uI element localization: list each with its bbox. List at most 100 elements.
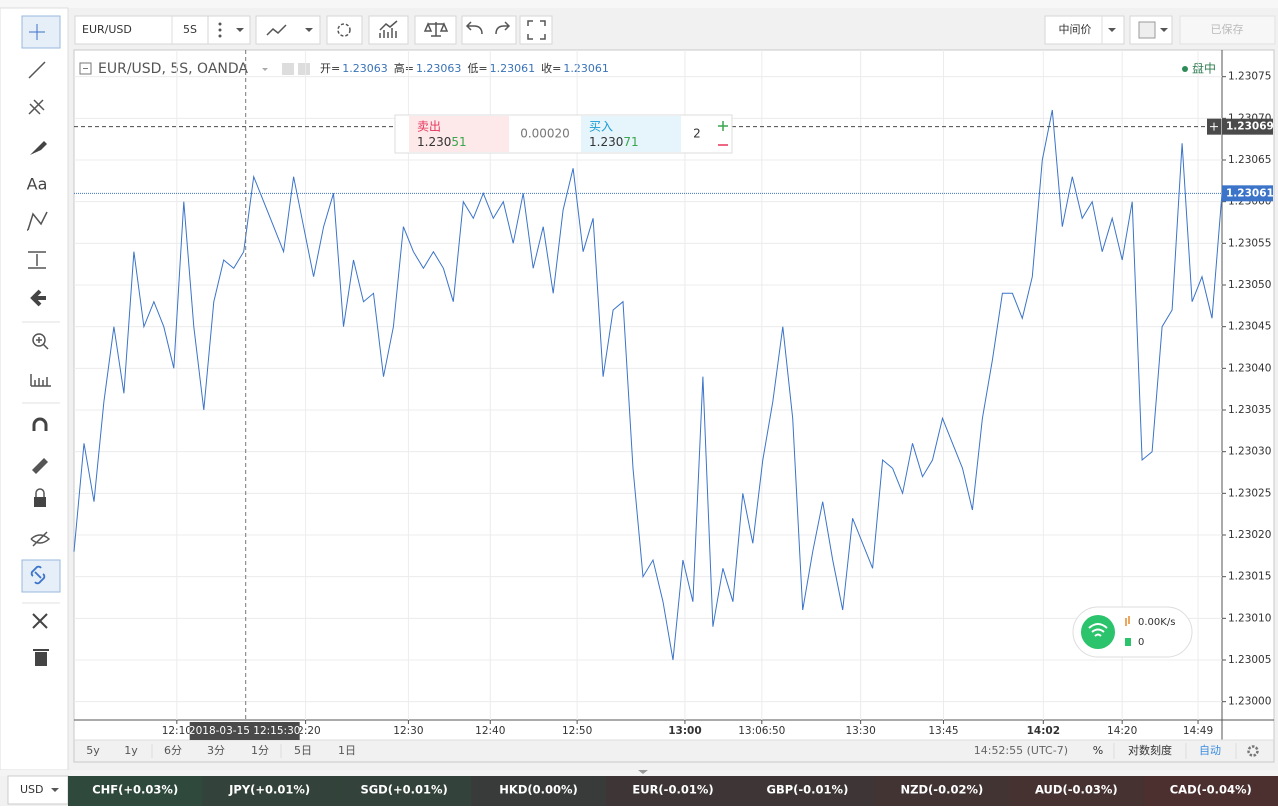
plus xyxy=(1210,122,1218,131)
range-button[interactable]: 5日 xyxy=(294,744,312,757)
price-tag-label: 1.23061 xyxy=(1226,187,1274,199)
range-button[interactable]: 3分 xyxy=(207,744,225,757)
y-tick-label: 1.23045 xyxy=(1228,321,1271,333)
ticker[interactable]: JPY(+0.01%) xyxy=(228,783,310,797)
x-tick-label: 13:00 xyxy=(668,725,701,737)
eye-button[interactable] xyxy=(282,63,294,75)
wifi-badge xyxy=(1081,615,1115,649)
ticker-cell xyxy=(68,776,204,806)
ohlc-value: 1.23063 xyxy=(342,62,388,75)
ohlc-value: 1.23061 xyxy=(490,62,536,75)
log-toggle[interactable]: 对数刻度 xyxy=(1128,743,1172,757)
indicators-button[interactable] xyxy=(368,15,409,45)
dropdown-arrow xyxy=(1108,28,1116,32)
quantity[interactable]: 2 xyxy=(693,127,701,141)
brush-icon[interactable] xyxy=(30,141,47,155)
price-line xyxy=(73,109,1223,661)
buy-button[interactable] xyxy=(581,116,681,152)
zoom-icon-parts xyxy=(36,337,49,350)
x-tick-label: 12:50 xyxy=(562,725,592,737)
balance-icon xyxy=(423,22,449,37)
ticker[interactable]: CAD(-0.04%) xyxy=(1170,783,1252,797)
compare-button[interactable] xyxy=(414,15,457,45)
ruler-icon[interactable] xyxy=(30,374,51,387)
range-button[interactable]: 1y xyxy=(124,744,138,757)
pencil-icon[interactable] xyxy=(32,458,48,474)
symbol-box[interactable] xyxy=(74,15,209,45)
save-button[interactable] xyxy=(1179,15,1276,45)
sell-price: 1.23051 xyxy=(417,135,467,149)
ticker-cell xyxy=(1009,776,1145,806)
interval[interactable]: 5S xyxy=(183,23,197,36)
trash-lid xyxy=(33,649,49,651)
measure-icon[interactable] xyxy=(28,251,46,269)
percent-toggle[interactable]: % xyxy=(1093,744,1103,757)
ticker[interactable]: CHF(+0.03%) xyxy=(92,783,178,797)
dot xyxy=(218,28,222,32)
currency: USD xyxy=(20,783,44,796)
ohlc: 开= 1.23063 高= 1.23063 低= 1.23061 收= 1.23061 xyxy=(320,61,609,75)
lock-shackle xyxy=(35,488,45,497)
zoom-icon[interactable] xyxy=(32,333,46,347)
settings-mini[interactable] xyxy=(298,63,310,75)
ohlc-value: 1.23063 xyxy=(416,62,462,75)
ticker[interactable]: EUR(-0.01%) xyxy=(632,783,713,797)
indicators-icon xyxy=(379,20,398,38)
hide-icon[interactable] xyxy=(30,531,51,547)
price-axis xyxy=(1222,50,1274,740)
range-button[interactable]: 1分 xyxy=(251,744,269,757)
magnet-icon[interactable] xyxy=(32,417,48,431)
dropdown-arrow xyxy=(236,28,244,32)
ticker[interactable]: GBP(-0.01%) xyxy=(767,783,849,797)
series-title: EUR/USD, 5S, OANDA xyxy=(98,61,248,77)
trendline-icon[interactable] xyxy=(28,61,46,79)
ticker[interactable]: AUD(-0.03%) xyxy=(1035,783,1118,797)
price-tag xyxy=(1222,118,1273,135)
fib-icon[interactable] xyxy=(28,99,45,115)
ticker[interactable]: NZD(-0.02%) xyxy=(901,783,984,797)
dot xyxy=(218,22,222,26)
spread: 0.00020 xyxy=(520,127,570,141)
arrow-icon[interactable] xyxy=(30,289,46,307)
y-tick-label: 1.23015 xyxy=(1228,571,1271,583)
network-count: 0 xyxy=(1138,637,1144,648)
fullscreen-icon xyxy=(527,20,546,40)
auto-toggle[interactable]: 自动 xyxy=(1199,744,1221,757)
x-tick-label: 14:49 xyxy=(1183,725,1213,737)
plus[interactable] xyxy=(718,121,728,131)
text-tool-icon[interactable]: Aa xyxy=(27,175,48,194)
sell-price-main: 1.230 xyxy=(417,135,451,149)
undo-icon xyxy=(465,21,483,35)
battery-icon xyxy=(1125,638,1131,646)
interval-menu[interactable] xyxy=(207,15,251,45)
sync-tool[interactable] xyxy=(21,559,61,593)
range-button[interactable]: 1日 xyxy=(338,744,356,757)
y-tick-label: 1.23000 xyxy=(1228,696,1271,708)
crosshair-icon xyxy=(29,24,45,40)
plot-area xyxy=(74,50,1222,720)
dropdown-arrow xyxy=(305,28,313,32)
y-tick-label: 1.23075 xyxy=(1228,71,1271,83)
lock-icon[interactable] xyxy=(34,497,46,507)
ticker[interactable]: HKD(0.00%) xyxy=(499,783,578,797)
trash-icon[interactable] xyxy=(35,652,47,666)
settings-button[interactable] xyxy=(326,15,363,45)
settings-icon[interactable] xyxy=(1247,745,1259,757)
sell-button[interactable] xyxy=(409,116,509,152)
ohlc-label: 收= xyxy=(541,61,561,75)
y-tick-label: 1.23035 xyxy=(1228,404,1271,416)
price-tag xyxy=(1222,185,1273,202)
ticker-cell xyxy=(471,776,607,806)
buy-price: 1.23071 xyxy=(589,135,639,149)
dropdown-arrow xyxy=(262,68,268,71)
tools-icon[interactable] xyxy=(32,613,48,629)
pattern-icon[interactable] xyxy=(27,211,48,231)
range-button[interactable]: 6分 xyxy=(164,744,182,757)
fullscreen-button[interactable] xyxy=(519,15,553,45)
range-button[interactable]: 5y xyxy=(86,744,100,757)
ticker-cell xyxy=(336,776,473,806)
ohlc-label: 高= xyxy=(394,61,414,75)
ticker[interactable]: SGD(+0.01%) xyxy=(360,783,447,797)
ticker-cell xyxy=(874,776,1011,806)
